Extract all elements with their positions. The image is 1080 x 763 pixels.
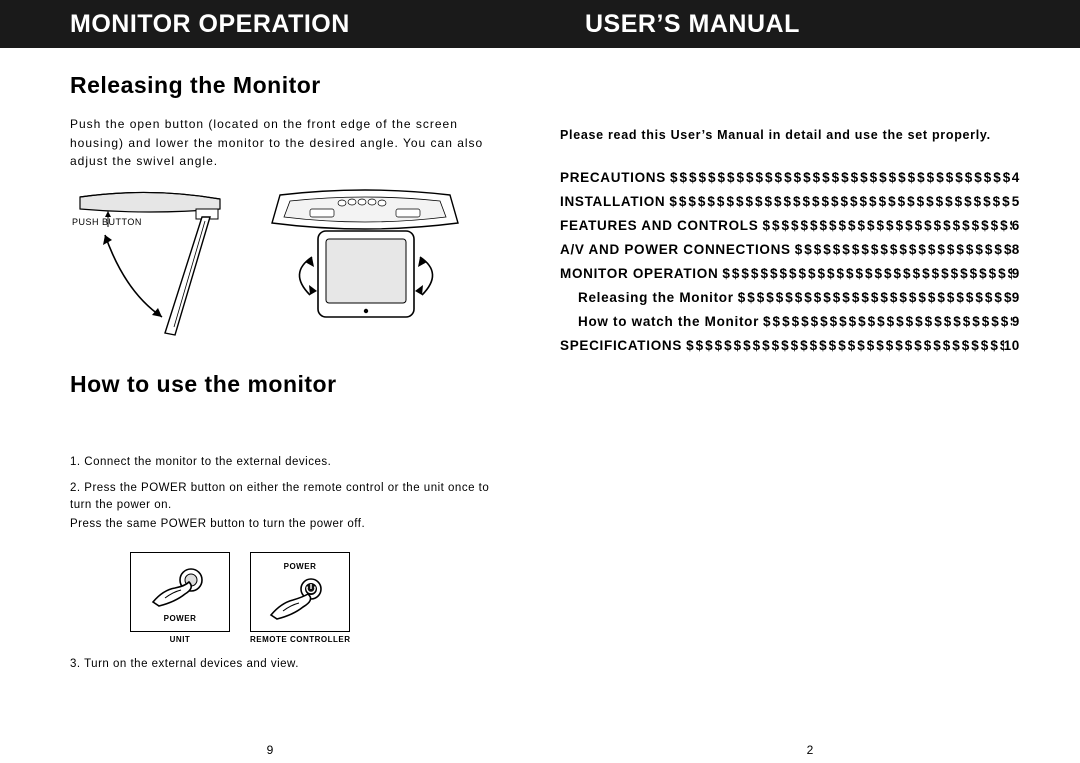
unit-under-label: UNIT [130, 635, 230, 644]
toc-leader: $$$$$$$$$$$$$$$$$$$$$$$$$$$$$$$$$$$$$$$$… [666, 170, 1012, 185]
right-page-number: 2 [540, 743, 1080, 757]
toc-leader: $$$$$$$$$$$$$$$$$$$$$$$$$$$$$$$$$$$$$$$$… [759, 314, 1012, 329]
figure-side-view: PUSH BUTTON [70, 187, 230, 347]
section1-body: Push the open button (located on the fro… [70, 115, 492, 171]
toc-leader: $$$$$$$$$$$$$$$$$$$$$$$$$$$$$$$$$$$$$$$$… [665, 194, 1011, 209]
remote-under-label: REMOTE CONTROLLER [250, 635, 351, 644]
toc-row: PRECAUTIONS$$$$$$$$$$$$$$$$$$$$$$$$$$$$$… [560, 170, 1020, 185]
toc-row: SPECIFICATIONS$$$$$$$$$$$$$$$$$$$$$$$$$$… [560, 338, 1020, 353]
toc-leader: $$$$$$$$$$$$$$$$$$$$$$$$$$$$$$$$$$$$$$$$… [758, 218, 1011, 233]
power-figure-row: POWER UNIT POWER REMOTE CONTROLL [130, 552, 492, 644]
toc-leader: $$$$$$$$$$$$$$$$$$$$$$$$$$$$$$$$$$$$$$$$… [718, 266, 1011, 281]
push-button-label: PUSH BUTTON [72, 217, 152, 227]
figure-front-view [260, 187, 470, 337]
unit-power-figure: POWER UNIT [130, 552, 230, 644]
toc-page: 8 [1012, 242, 1020, 257]
hand-press-remote-icon [265, 573, 335, 623]
right-column: Please read this User’s Manual in detail… [540, 48, 1080, 763]
toc-row: MONITOR OPERATION$$$$$$$$$$$$$$$$$$$$$$$… [560, 266, 1020, 281]
page-body: Releasing the Monitor Push the open butt… [0, 48, 1080, 763]
step-1: 1. Connect the monitor to the external d… [70, 454, 492, 471]
step-2b: Press the same POWER button to turn the … [70, 516, 492, 533]
step-3: 3. Turn on the external devices and view… [70, 656, 492, 673]
toc-page: 6 [1012, 218, 1020, 233]
manual-intro: Please read this User’s Manual in detail… [560, 128, 1020, 142]
toc-label: How to watch the Monitor [578, 314, 759, 329]
toc-label: Releasing the Monitor [578, 290, 734, 305]
toc-row: How to watch the Monitor$$$$$$$$$$$$$$$$… [560, 314, 1020, 329]
toc-row: Releasing the Monitor$$$$$$$$$$$$$$$$$$$… [560, 290, 1020, 305]
toc-label: FEATURES AND CONTROLS [560, 218, 758, 233]
header-right-title: USER’S MANUAL [565, 0, 1080, 48]
toc-label: MONITOR OPERATION [560, 266, 718, 281]
toc-page: 4 [1012, 170, 1020, 185]
left-page-number: 9 [0, 743, 540, 757]
header-left-title: MONITOR OPERATION [0, 0, 565, 48]
toc-label: A/V AND POWER CONNECTIONS [560, 242, 791, 257]
toc-row: FEATURES AND CONTROLS$$$$$$$$$$$$$$$$$$$… [560, 218, 1020, 233]
monitor-side-icon [70, 187, 230, 337]
toc-label: SPECIFICATIONS [560, 338, 682, 353]
toc-page: 5 [1012, 194, 1020, 209]
toc-leader: $$$$$$$$$$$$$$$$$$$$$$$$$$$$$$$$$$$$$$$$… [734, 290, 1012, 305]
toc-page: 9 [1012, 314, 1020, 329]
page-header: MONITOR OPERATION USER’S MANUAL [0, 0, 1080, 48]
section1-title: Releasing the Monitor [70, 72, 492, 99]
toc-page: 9 [1012, 290, 1020, 305]
monitor-front-icon [260, 187, 470, 337]
toc-leader: $$$$$$$$$$$$$$$$$$$$$$$$$$$$$$$$$$$$$$$$… [791, 242, 1012, 257]
unit-power-label: POWER [164, 614, 197, 623]
toc-page: 9 [1012, 266, 1020, 281]
figure-row-1: PUSH BUTTON [70, 187, 492, 347]
step-2a: 2. Press the POWER button on either the … [70, 480, 492, 513]
remote-power-figure: POWER REMOTE CONTROLLER [250, 552, 351, 644]
toc-row: A/V AND POWER CONNECTIONS$$$$$$$$$$$$$$$… [560, 242, 1020, 257]
toc-label: INSTALLATION [560, 194, 665, 209]
toc-label: PRECAUTIONS [560, 170, 666, 185]
toc-row: INSTALLATION$$$$$$$$$$$$$$$$$$$$$$$$$$$$… [560, 194, 1020, 209]
toc-leader: $$$$$$$$$$$$$$$$$$$$$$$$$$$$$$$$$$$$$$$$… [682, 338, 1004, 353]
left-column: Releasing the Monitor Push the open butt… [0, 48, 540, 763]
hand-press-unit-icon [145, 562, 215, 610]
remote-power-label: POWER [284, 562, 317, 571]
section2-title: How to use the monitor [70, 371, 492, 398]
table-of-contents: PRECAUTIONS$$$$$$$$$$$$$$$$$$$$$$$$$$$$$… [560, 170, 1020, 353]
toc-page: 10 [1004, 338, 1020, 353]
